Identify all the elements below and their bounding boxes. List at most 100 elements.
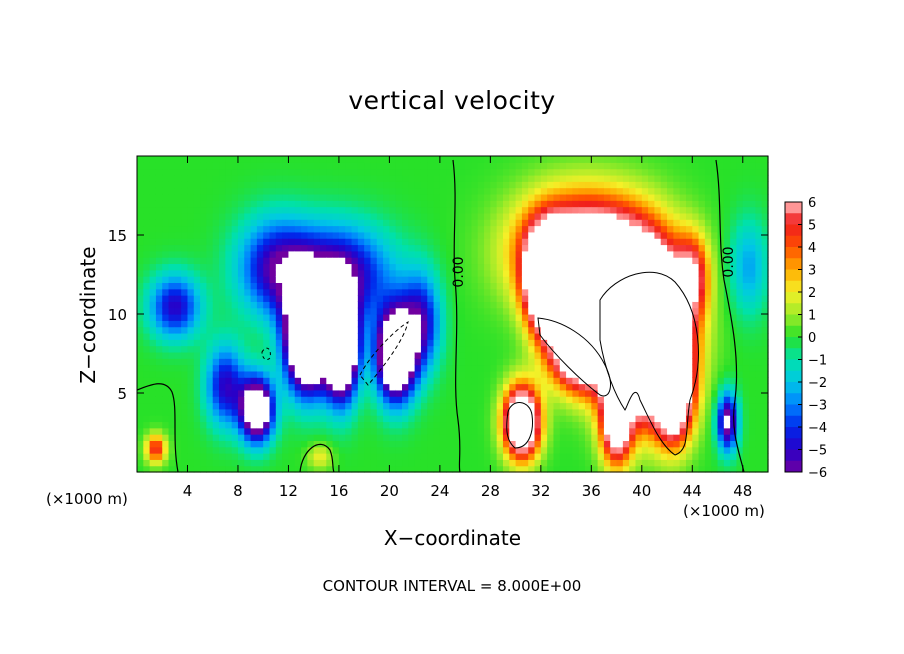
heatmap-cell [490, 288, 498, 296]
heatmap-cell [704, 440, 712, 448]
heatmap-cell [742, 174, 750, 182]
heatmap-cell [578, 320, 586, 328]
heatmap-cell [465, 377, 473, 385]
heatmap-cell [193, 326, 201, 334]
heatmap-cell [484, 276, 491, 283]
heatmap-cell [648, 446, 656, 454]
heatmap-cell [395, 389, 403, 397]
heatmap-cell [250, 415, 258, 423]
heatmap-cell [326, 225, 334, 233]
heatmap-cell [755, 326, 763, 334]
heatmap-cell [458, 250, 466, 258]
heatmap-cell [566, 162, 573, 170]
heatmap-cell [698, 440, 706, 448]
heatmap-cell [559, 263, 567, 271]
heatmap-cell [319, 231, 327, 239]
heatmap-cell [648, 421, 656, 429]
heatmap-cell [521, 434, 529, 441]
heatmap-cell [547, 244, 555, 252]
heatmap-cell [206, 295, 214, 302]
heatmap-cell [193, 446, 201, 454]
heatmap-cell [755, 453, 763, 460]
heatmap-cell [534, 162, 542, 170]
heatmap-cell [654, 219, 662, 227]
heatmap-cell [679, 314, 687, 321]
heatmap-cell [326, 219, 334, 227]
heatmap-cell [673, 263, 681, 271]
heatmap-cell [420, 326, 428, 334]
heatmap-cell [414, 377, 422, 385]
heatmap-cell [458, 162, 466, 170]
heatmap-cell [761, 370, 769, 378]
heatmap-cell [294, 396, 302, 404]
heatmap-cell [174, 358, 182, 366]
heatmap-cell [402, 269, 409, 277]
heatmap-cell [591, 263, 599, 271]
heatmap-cell [307, 193, 315, 201]
heatmap-cell [547, 421, 555, 429]
heatmap-cell [446, 370, 454, 378]
heatmap-cell [477, 174, 485, 182]
heatmap-cell [383, 364, 390, 372]
heatmap-cell [723, 193, 731, 201]
heatmap-cell [559, 276, 567, 283]
heatmap-cell [301, 345, 308, 353]
heatmap-cell [654, 295, 662, 302]
heatmap-cell [572, 156, 580, 163]
heatmap-cell [307, 219, 315, 227]
heatmap-cell [212, 339, 220, 347]
heatmap-cell [168, 364, 176, 372]
heatmap-cell [679, 244, 687, 252]
heatmap-cell [749, 206, 756, 214]
heatmap-cell [427, 307, 435, 315]
heatmap-cell [395, 225, 403, 233]
heatmap-cell [471, 339, 479, 347]
heatmap-cell [585, 162, 592, 170]
heatmap-cell [496, 370, 504, 378]
heatmap-cell [515, 434, 523, 441]
heatmap-cell [364, 396, 372, 404]
heatmap-cell [717, 276, 725, 283]
heatmap-cell [174, 345, 182, 353]
heatmap-cell [685, 358, 693, 366]
heatmap-cell [648, 187, 656, 195]
heatmap-cell [578, 156, 586, 163]
heatmap-cell [181, 402, 189, 410]
heatmap-cell [534, 295, 542, 302]
heatmap-cell [673, 250, 681, 258]
heatmap-cell [395, 276, 403, 283]
heatmap-cell [168, 295, 176, 302]
heatmap-cell [225, 415, 233, 423]
heatmap-cell [660, 389, 668, 397]
heatmap-cell [181, 238, 189, 246]
heatmap-cell [383, 200, 390, 208]
heatmap-cell [521, 351, 529, 359]
heatmap-cell [395, 181, 403, 189]
heatmap-cell [610, 156, 618, 163]
heatmap-cell [219, 269, 226, 277]
heatmap-cell [534, 339, 542, 347]
heatmap-cell [256, 332, 264, 340]
heatmap-cell [162, 282, 170, 290]
heatmap-cell [603, 282, 611, 290]
heatmap-cell [521, 269, 529, 277]
heatmap-cell [269, 326, 277, 334]
heatmap-cell [667, 389, 674, 397]
heatmap-cell [704, 162, 712, 170]
heatmap-cell [477, 459, 485, 467]
heatmap-cell [742, 339, 750, 347]
heatmap-cell [490, 156, 498, 163]
heatmap-cell [256, 250, 264, 258]
heatmap-cell [187, 231, 195, 239]
heatmap-cell [465, 345, 473, 353]
heatmap-cell [654, 244, 662, 252]
heatmap-cell [465, 421, 473, 429]
heatmap-cell [187, 212, 195, 220]
heatmap-cell [465, 219, 473, 227]
heatmap-cell [231, 282, 239, 290]
heatmap-cell [648, 282, 656, 290]
heatmap-cell [338, 206, 346, 214]
heatmap-cell [452, 427, 460, 435]
heatmap-cell [654, 408, 662, 416]
x-axis-label: X−coordinate [383, 526, 522, 550]
